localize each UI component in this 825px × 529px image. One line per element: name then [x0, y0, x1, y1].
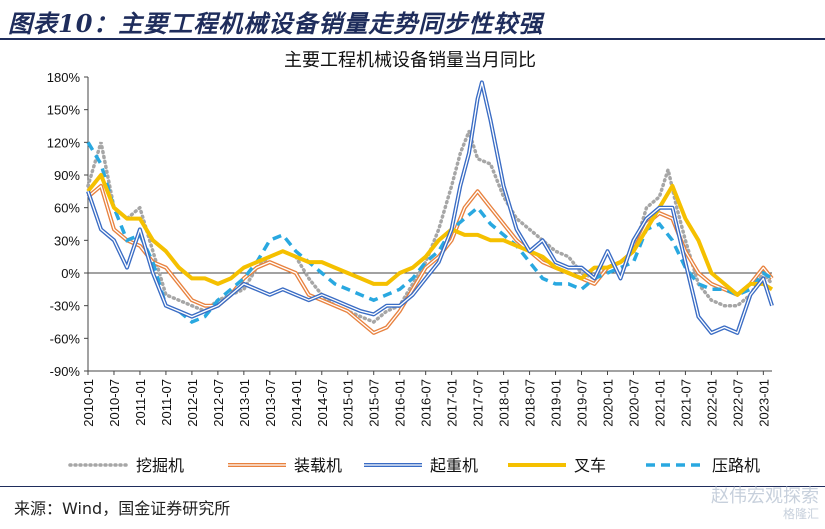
series-line-inner [87, 185, 773, 334]
y-tick-label: 90% [54, 168, 80, 183]
x-tick-label: 2020-07 [626, 379, 641, 427]
x-tick-label: 2018-07 [523, 379, 538, 427]
y-tick-label: -30% [50, 299, 81, 314]
series-line [86, 173, 774, 297]
x-tick-label: 2016-01 [393, 379, 408, 427]
watermark-sub-text: 格隆汇 [782, 507, 819, 521]
x-tick-label: 2021-01 [652, 379, 667, 427]
x-tick-label: 2014-01 [289, 379, 304, 427]
y-tick-label: 30% [54, 233, 80, 248]
x-tick-label: 2012-07 [211, 379, 226, 427]
x-tick-label: 2019-07 [575, 379, 590, 427]
x-tick-label: 2010-07 [107, 379, 122, 427]
x-tick-label: 2016-07 [419, 379, 434, 427]
x-tick-label: 2013-01 [237, 379, 252, 427]
chart-title: 主要工程机械设备销量当月同比 [284, 50, 536, 71]
source-rule [0, 486, 825, 487]
x-tick-label: 2014-07 [315, 379, 330, 427]
x-tick-label: 2011-07 [159, 379, 174, 426]
series-line-inner [87, 81, 773, 334]
y-tick-label: 60% [54, 201, 80, 216]
title-rule [0, 38, 825, 40]
series-line [86, 126, 774, 325]
series-2 [86, 80, 774, 335]
x-tick-label: 2017-07 [471, 379, 486, 427]
x-tick-label: 2022-07 [730, 379, 745, 427]
source-note: 来源：Wind，国金证券研究所 [14, 499, 231, 518]
legend-label: 挖掘机 [136, 456, 184, 475]
x-tick-label: 2012-01 [185, 379, 200, 427]
line-chart: 主要工程机械设备销量当月同比 -90% -60% -30% 0% 30% 60% 90% 12… [47, 50, 774, 475]
x-tick-label: 2013-07 [263, 379, 278, 427]
x-tick-label: 2015-07 [367, 379, 382, 427]
y-tick-label: 120% [47, 135, 81, 150]
watermark-text: 赵伟宏观探索 [711, 486, 819, 507]
y-tick-label: -60% [50, 331, 81, 346]
x-tick-label: 2022-01 [704, 379, 719, 427]
x-tick-label: 2015-01 [341, 379, 356, 427]
figure-title: 图表10：主要工程机械设备销量走势同步性较强 [8, 9, 544, 38]
series-0 [86, 126, 774, 325]
legend-label: 叉车 [574, 456, 606, 475]
legend-item-2: 起重机 [364, 456, 478, 475]
x-tick-label: 2011-01 [133, 379, 148, 426]
x-tick-label: 2020-01 [600, 379, 615, 427]
x-tick-label: 2023-01 [756, 379, 771, 427]
x-tick-label: 2017-01 [445, 379, 460, 427]
series-3 [86, 173, 774, 297]
x-tick-label: 2010-01 [81, 379, 96, 427]
legend-label: 起重机 [430, 456, 478, 475]
legend-item-4: 压路机 [646, 456, 760, 475]
series-1 [86, 183, 774, 335]
legend-item-0: 挖掘机 [68, 456, 184, 475]
x-tick-label: 2021-07 [678, 379, 693, 427]
y-tick-label: 0% [61, 266, 80, 281]
legend-label: 压路机 [712, 456, 760, 475]
y-tick-label: 150% [47, 103, 81, 118]
legend-item-3: 叉车 [508, 456, 606, 475]
y-tick-label: 180% [47, 70, 81, 85]
y-tick-label: -90% [50, 364, 81, 379]
legend-item-1: 装载机 [228, 456, 342, 475]
legend-label: 装载机 [294, 456, 342, 475]
series-line [86, 141, 773, 325]
x-tick-label: 2019-01 [549, 379, 564, 427]
x-tick-label: 2018-01 [497, 379, 512, 427]
series-4 [86, 141, 773, 325]
